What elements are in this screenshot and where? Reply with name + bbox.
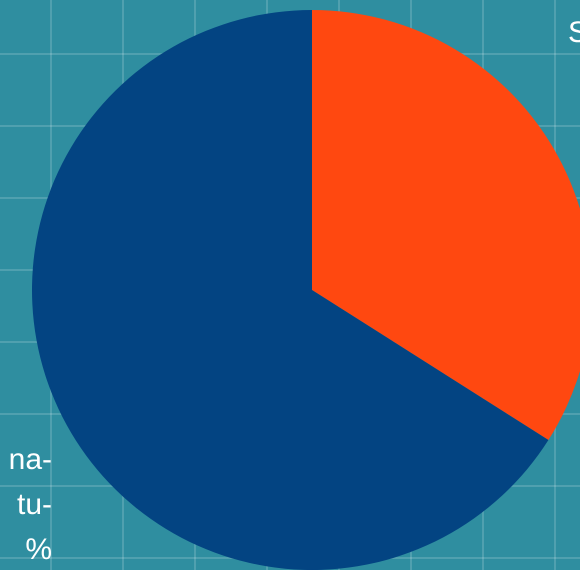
slice-label: S bbox=[568, 16, 580, 49]
pie-slice bbox=[312, 10, 580, 441]
pie-slice bbox=[31, 10, 549, 570]
slice-label: na- bbox=[9, 443, 52, 476]
slice-label: % bbox=[25, 533, 52, 566]
slice-label: tu- bbox=[17, 488, 52, 521]
